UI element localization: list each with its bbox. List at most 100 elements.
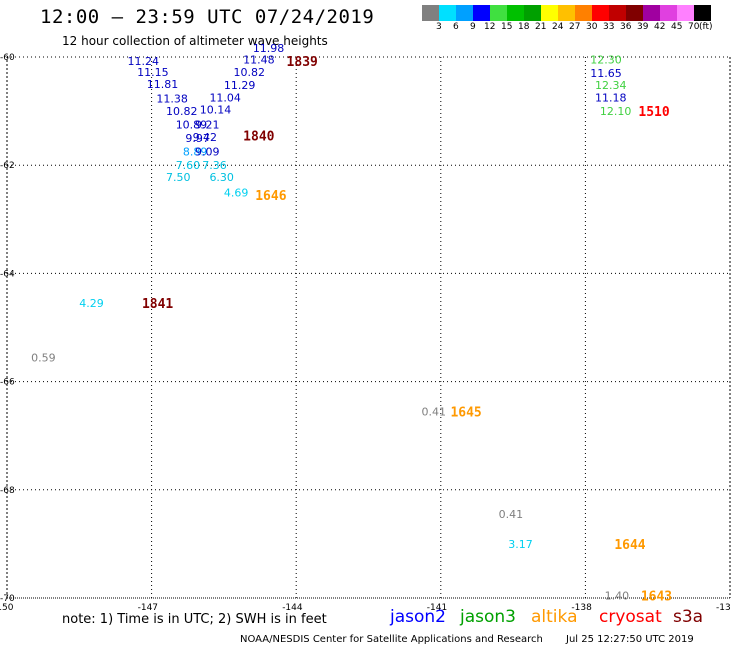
color-swatch	[558, 5, 575, 21]
wave-height-label: 7.60	[176, 159, 201, 172]
color-swatch	[609, 5, 626, 21]
color-swatch	[456, 5, 473, 21]
color-swatch	[422, 5, 439, 21]
color-swatch	[439, 5, 456, 21]
color-scale-label: 30	[586, 22, 598, 32]
y-tick-label: -66	[0, 378, 15, 388]
x-tick-label: -13	[716, 603, 731, 613]
x-tick-label: -147	[138, 603, 158, 613]
color-swatch	[677, 5, 694, 21]
wave-height-labels: 11.2411.1511.8111.3810.8210.899.979.429.…	[31, 42, 631, 602]
footer-note: note: 1) Time is in UTC; 2) SWH is in fe…	[62, 612, 327, 627]
color-swatch	[524, 5, 541, 21]
color-scale-label: 6	[453, 22, 459, 32]
wave-height-label: 11.98	[253, 42, 285, 55]
y-tick-label: -64	[0, 269, 15, 279]
wave-height-label: 1.40	[605, 589, 630, 602]
color-swatch	[592, 5, 609, 21]
map-frame	[6, 56, 731, 599]
color-swatch	[626, 5, 643, 21]
color-scale-label: 24	[552, 22, 564, 32]
pass-time-labels: 1839 1840 1646 1841 1645 1644 1643 1510	[142, 55, 672, 605]
color-scale-label: 27	[569, 22, 581, 32]
x-tick-label: -141	[427, 603, 447, 613]
x-tick-label: -150	[0, 603, 14, 613]
page-subtitle: 12 hour collection of altimeter wave hei…	[62, 34, 328, 48]
wave-height-label: 10.14	[200, 103, 232, 116]
wave-height-label: 11.38	[156, 93, 188, 106]
axis-tick-labels: -150 -147 -144 -141 -138 -13 -60 -62 -64 -66 -68 -7…	[0, 53, 731, 613]
wave-height-label: 11.29	[224, 79, 256, 92]
wave-height-label: 11.18	[595, 92, 627, 105]
page-title: 12:00 — 23:59 UTC 07/24/2019	[40, 6, 375, 28]
pass-time-label: 1645	[450, 405, 481, 420]
wave-height-label: 7.50	[166, 171, 191, 184]
color-scale-label: 15	[501, 22, 513, 32]
y-tick-label: -68	[0, 486, 15, 496]
color-swatch	[490, 5, 507, 21]
pass-time-label: 1643	[641, 589, 672, 604]
wave-height-label: 6.30	[209, 171, 234, 184]
y-tick-label: -60	[0, 53, 15, 63]
wave-height-label: 4.29	[79, 297, 104, 310]
pass-time-label: 1646	[255, 189, 286, 204]
generated-timestamp: Jul 25 12:27:50 UTC 2019	[566, 634, 694, 645]
color-scale-label: (ft)	[699, 22, 713, 32]
color-scale-label: 18	[518, 22, 530, 32]
color-scale-label: 39	[637, 22, 649, 32]
color-scale-label: 70	[688, 22, 700, 32]
color-scale-label: 21	[535, 22, 547, 32]
wave-height-label: 0.41	[499, 508, 524, 521]
color-scale-bar	[422, 5, 711, 21]
map-grid	[6, 56, 731, 599]
pass-time-label: 1840	[243, 129, 274, 144]
legend-jason2: jason2	[390, 607, 446, 627]
wave-height-label: 9.97	[185, 132, 210, 145]
color-scale-label: 42	[654, 22, 666, 32]
pass-time-label: 1841	[142, 297, 173, 312]
color-swatch	[660, 5, 677, 21]
wave-height-label: 9.42	[193, 131, 218, 144]
wave-height-label: 10.89	[176, 119, 208, 132]
color-swatch	[694, 5, 711, 21]
color-scale-label: 3	[436, 22, 442, 32]
wave-height-label: 10.82	[234, 66, 265, 79]
wave-height-label: 11.65	[590, 67, 622, 80]
color-scale-label: 36	[620, 22, 632, 32]
color-swatch	[473, 5, 490, 21]
legend-cryosat: cryosat	[599, 607, 662, 627]
pass-time-label: 1510	[638, 105, 669, 120]
wave-height-label: 11.15	[137, 66, 169, 79]
wave-height-label: 11.24	[128, 55, 160, 68]
wave-height-label: 0.59	[31, 351, 55, 364]
wave-height-label: 4.69	[224, 186, 249, 199]
x-tick-label: -144	[282, 603, 303, 613]
wave-height-label: 9.09	[195, 146, 220, 159]
wave-height-label: 9.21	[195, 119, 220, 132]
legend-s3a: s3a	[673, 607, 704, 627]
color-swatch	[643, 5, 660, 21]
y-tick-label: -70	[0, 594, 15, 604]
color-scale-label: 45	[671, 22, 683, 32]
legend-jason3: jason3	[460, 607, 516, 627]
color-swatch	[541, 5, 558, 21]
wave-height-label: 12.34	[595, 79, 627, 92]
wave-height-label: 10.82	[166, 105, 198, 118]
color-swatch	[575, 5, 592, 21]
legend-altika: altika	[531, 607, 578, 627]
wave-height-label: 11.81	[147, 78, 179, 91]
color-scale-label: 33	[603, 22, 615, 32]
pass-time-label: 1839	[287, 55, 318, 70]
y-tick-label: -62	[0, 161, 15, 171]
wave-height-label: 0.41	[422, 405, 447, 418]
wave-height-label: 11.04	[209, 92, 241, 105]
color-scale-label: 12	[484, 22, 496, 32]
pass-time-label: 1644	[614, 538, 645, 553]
wave-height-label: 12.10	[600, 105, 632, 118]
wave-height-label: 11.48	[243, 54, 275, 67]
color-swatch	[507, 5, 524, 21]
wave-height-label: 12.30	[590, 54, 622, 67]
wave-height-label: 8.89	[183, 146, 208, 159]
wave-height-label: 7.36	[202, 159, 227, 172]
